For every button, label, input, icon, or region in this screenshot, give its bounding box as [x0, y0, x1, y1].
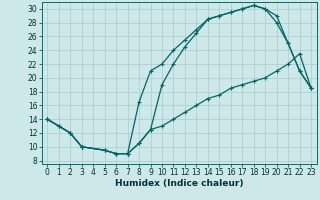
X-axis label: Humidex (Indice chaleur): Humidex (Indice chaleur): [115, 179, 244, 188]
